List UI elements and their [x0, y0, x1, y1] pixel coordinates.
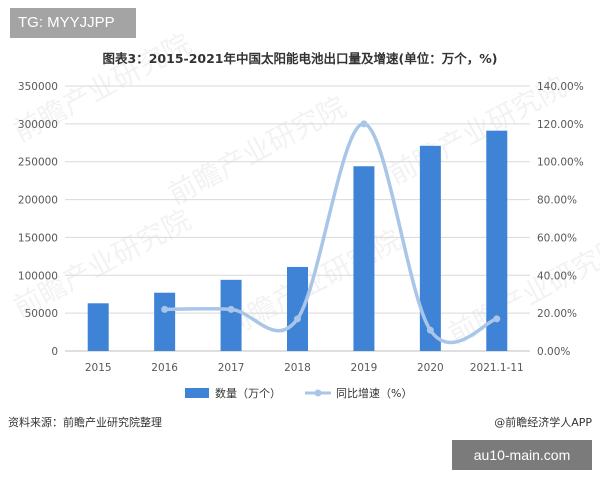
- x-tick-label: 2020: [417, 362, 444, 374]
- left-tick-label: 350000: [18, 81, 58, 93]
- watermark-text: 前瞻产业研究院: [163, 90, 352, 211]
- site-badge: au10-main.com: [452, 440, 592, 470]
- legend-line-label: 同比增速（%）: [336, 386, 412, 400]
- x-tick-label: 2016: [151, 362, 178, 374]
- right-tick-label: 60.00%: [537, 232, 577, 244]
- line-point: [294, 315, 301, 323]
- right-tick-label: 120.00%: [537, 119, 584, 131]
- left-tick-label: 200000: [18, 195, 58, 207]
- bar: [486, 130, 508, 351]
- credit-note: @前瞻经济学人APP: [494, 416, 592, 429]
- x-axis-labels: 2015 2016 2017 2018 2019 2020 2021.1-11: [85, 362, 524, 374]
- x-tick-label: 2018: [284, 362, 311, 374]
- right-tick-label: 140.00%: [537, 81, 584, 93]
- line-series: [161, 120, 501, 345]
- left-tick-label: 100000: [18, 270, 58, 282]
- left-tick-label: 0: [51, 346, 58, 358]
- legend-line-marker: [314, 389, 322, 397]
- watermark-text: 前瞻产业研究院: [443, 230, 600, 351]
- right-tick-label: 100.00%: [537, 157, 584, 169]
- x-tick-label: 2017: [218, 362, 245, 374]
- right-axis-ticks: 0.00% 20.00% 40.00% 60.00% 80.00% 100.00% 120.…: [537, 81, 584, 358]
- chart-title: 图表3：2015-2021年中国太阳能电池出口量及增速(单位：万个，%): [102, 51, 498, 66]
- left-tick-label: 300000: [18, 119, 58, 131]
- bar-series: [87, 130, 508, 351]
- right-tick-label: 20.00%: [537, 308, 577, 320]
- x-tick-label: 2015: [85, 362, 112, 374]
- left-axis-ticks: 0 50000 100000 150000 200000 250000 300000 3500…: [18, 81, 58, 358]
- bar: [353, 166, 375, 351]
- left-tick-label: 150000: [18, 232, 58, 244]
- tg-badge: TG: MYYJJPP: [10, 8, 136, 38]
- line-point: [161, 305, 169, 313]
- bar: [220, 279, 242, 351]
- bar: [154, 292, 176, 351]
- legend-bar-swatch: [185, 388, 209, 398]
- bar: [419, 145, 441, 351]
- legend: 数量（万个） 同比增速（%）: [185, 386, 412, 400]
- line-point: [426, 326, 434, 334]
- legend-bar-label: 数量（万个）: [215, 387, 281, 400]
- bar: [287, 266, 308, 351]
- right-tick-label: 80.00%: [537, 195, 577, 207]
- right-tick-label: 0.00%: [537, 346, 570, 358]
- right-tick-label: 40.00%: [537, 270, 577, 282]
- bar: [87, 303, 109, 351]
- line-point: [493, 315, 501, 323]
- source-note: 资料来源：前瞻产业研究院整理: [8, 416, 162, 429]
- line-point: [227, 305, 235, 313]
- left-tick-label: 50000: [25, 308, 58, 320]
- line-point: [360, 120, 368, 128]
- x-tick-label: 2019: [351, 362, 378, 374]
- x-tick-label: 2021.1-11: [470, 362, 524, 374]
- left-tick-label: 250000: [18, 157, 58, 169]
